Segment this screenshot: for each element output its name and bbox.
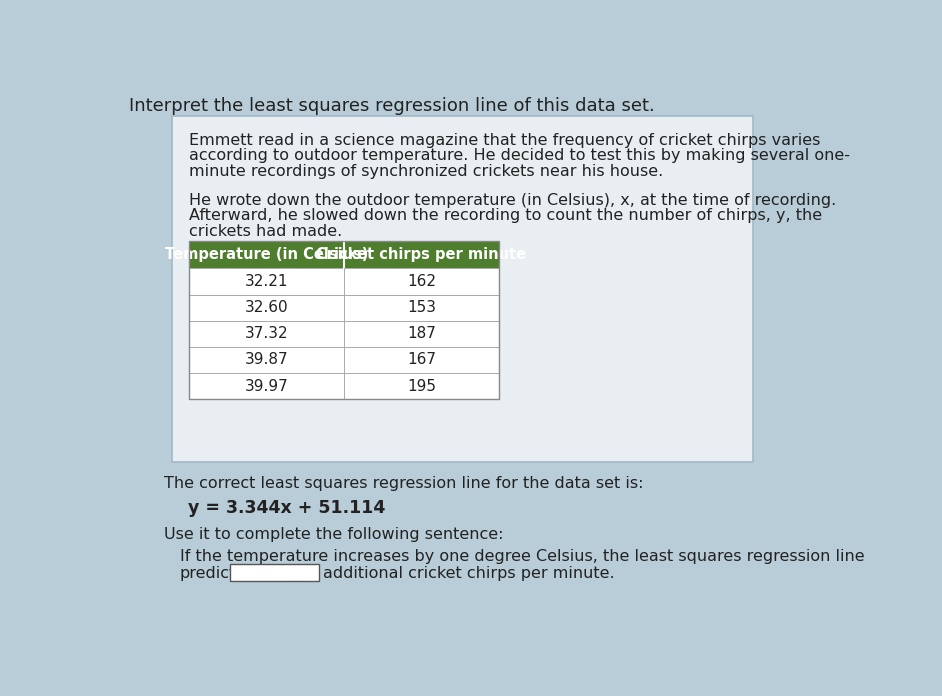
FancyBboxPatch shape <box>189 373 499 400</box>
Text: Interpret the least squares regression line of this data set.: Interpret the least squares regression l… <box>129 97 655 116</box>
Text: 39.97: 39.97 <box>245 379 288 394</box>
Text: Cricket chirps per minute: Cricket chirps per minute <box>317 247 527 262</box>
Text: 153: 153 <box>407 300 436 315</box>
FancyBboxPatch shape <box>189 269 499 294</box>
Text: Emmett read in a science magazine that the frequency of cricket chirps varies: Emmett read in a science magazine that t… <box>189 133 820 148</box>
Text: The correct least squares regression line for the data set is:: The correct least squares regression lin… <box>164 476 643 491</box>
FancyBboxPatch shape <box>189 294 499 321</box>
Text: 37.32: 37.32 <box>245 326 288 341</box>
Text: according to outdoor temperature. He decided to test this by making several one-: according to outdoor temperature. He dec… <box>189 148 850 163</box>
FancyBboxPatch shape <box>230 564 319 581</box>
Text: Use it to complete the following sentence:: Use it to complete the following sentenc… <box>164 527 504 542</box>
Text: additional cricket chirps per minute.: additional cricket chirps per minute. <box>323 566 615 580</box>
Text: predicts: predicts <box>180 566 244 580</box>
Text: y = 3.344x + 51.114: y = 3.344x + 51.114 <box>187 499 385 517</box>
Text: crickets had made.: crickets had made. <box>189 223 342 239</box>
Text: If the temperature increases by one degree Celsius, the least squares regression: If the temperature increases by one degr… <box>180 548 865 564</box>
FancyBboxPatch shape <box>189 321 499 347</box>
Text: 39.87: 39.87 <box>245 352 288 367</box>
Text: minute recordings of synchronized crickets near his house.: minute recordings of synchronized cricke… <box>189 164 663 179</box>
Text: 187: 187 <box>407 326 436 341</box>
Text: 32.21: 32.21 <box>245 274 288 289</box>
Text: He wrote down the outdoor temperature (in Celsius), x, at the time of recording.: He wrote down the outdoor temperature (i… <box>189 193 836 208</box>
Text: Temperature (in Celsius): Temperature (in Celsius) <box>165 247 368 262</box>
FancyBboxPatch shape <box>189 241 499 269</box>
Text: 32.60: 32.60 <box>245 300 288 315</box>
FancyBboxPatch shape <box>189 347 499 373</box>
Text: 167: 167 <box>407 352 436 367</box>
FancyBboxPatch shape <box>172 116 754 462</box>
Text: Afterward, he slowed down the recording to count the number of chirps, y, the: Afterward, he slowed down the recording … <box>189 208 822 223</box>
Text: 195: 195 <box>407 379 436 394</box>
Text: 162: 162 <box>407 274 436 289</box>
